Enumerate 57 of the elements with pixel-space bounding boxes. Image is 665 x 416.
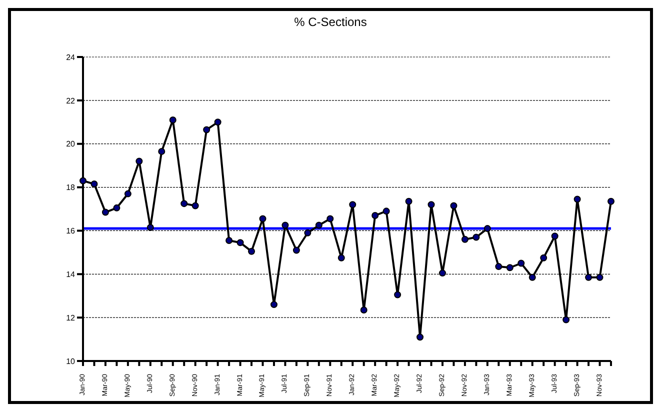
point bbox=[405, 198, 412, 205]
point bbox=[136, 158, 143, 165]
point bbox=[146, 224, 154, 231]
point bbox=[438, 270, 446, 277]
y-tick-label: 16 bbox=[66, 226, 76, 236]
point bbox=[585, 274, 592, 281]
point bbox=[349, 201, 356, 208]
point bbox=[596, 274, 604, 281]
point bbox=[158, 148, 166, 155]
point bbox=[540, 254, 548, 262]
point bbox=[360, 306, 368, 314]
point bbox=[484, 225, 491, 232]
point bbox=[192, 202, 199, 210]
point bbox=[113, 204, 120, 212]
y-tick-label: 14 bbox=[66, 270, 76, 279]
point bbox=[124, 190, 132, 198]
point bbox=[282, 222, 289, 229]
point bbox=[428, 201, 435, 208]
point bbox=[203, 126, 210, 134]
chart-title: % C-Sections bbox=[293, 15, 368, 29]
point bbox=[528, 274, 536, 281]
point bbox=[382, 208, 390, 215]
point bbox=[562, 316, 570, 324]
point bbox=[315, 222, 322, 229]
point bbox=[304, 229, 312, 236]
point bbox=[180, 200, 188, 208]
point bbox=[90, 180, 98, 188]
point bbox=[236, 239, 244, 246]
point bbox=[338, 254, 345, 262]
point bbox=[169, 116, 176, 124]
y-tick-label: 20 bbox=[66, 140, 76, 149]
point bbox=[450, 202, 458, 210]
point bbox=[495, 263, 502, 270]
y-tick-label: 18 bbox=[66, 183, 76, 192]
point bbox=[326, 215, 334, 222]
y-tick-label: 12 bbox=[66, 313, 76, 322]
point bbox=[574, 196, 581, 203]
point bbox=[102, 208, 109, 216]
point bbox=[472, 234, 480, 241]
point bbox=[80, 177, 86, 184]
point bbox=[416, 334, 424, 341]
point bbox=[518, 260, 525, 267]
point bbox=[248, 248, 256, 255]
point bbox=[506, 264, 514, 272]
y-tick-label: 22 bbox=[66, 96, 76, 106]
point bbox=[214, 118, 222, 126]
point bbox=[259, 215, 266, 222]
y-tick-label: 10 bbox=[66, 356, 76, 366]
point bbox=[461, 236, 468, 243]
y-tick-label: 24 bbox=[66, 52, 76, 62]
point bbox=[394, 291, 402, 298]
point bbox=[270, 301, 278, 308]
point bbox=[551, 232, 558, 240]
point bbox=[226, 236, 233, 244]
point bbox=[292, 246, 300, 254]
point bbox=[372, 212, 379, 220]
point bbox=[608, 198, 614, 205]
